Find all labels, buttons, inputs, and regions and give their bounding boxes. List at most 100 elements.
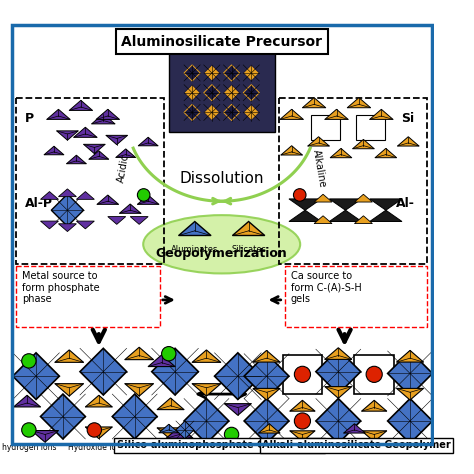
- Circle shape: [22, 354, 36, 368]
- Polygon shape: [73, 127, 97, 137]
- Circle shape: [87, 423, 101, 437]
- Bar: [16, 98, 164, 264]
- Bar: [311, 115, 340, 140]
- Polygon shape: [362, 400, 387, 411]
- Polygon shape: [40, 191, 58, 200]
- Text: Metal source to
form phosphate
phase: Metal source to form phosphate phase: [22, 271, 100, 304]
- Polygon shape: [375, 148, 397, 158]
- Polygon shape: [388, 399, 432, 443]
- Polygon shape: [243, 104, 259, 120]
- Polygon shape: [152, 348, 199, 395]
- Polygon shape: [13, 353, 59, 400]
- Polygon shape: [130, 217, 148, 224]
- Polygon shape: [85, 395, 112, 407]
- Text: Al-: Al-: [396, 197, 415, 210]
- Polygon shape: [204, 65, 220, 81]
- Circle shape: [366, 366, 382, 383]
- Polygon shape: [325, 109, 348, 119]
- Polygon shape: [148, 355, 175, 366]
- Text: P: P: [25, 111, 35, 125]
- Circle shape: [294, 366, 310, 383]
- Text: Dissolution: Dissolution: [180, 171, 264, 186]
- Polygon shape: [224, 104, 240, 120]
- Polygon shape: [116, 149, 136, 157]
- Polygon shape: [40, 221, 58, 229]
- Polygon shape: [58, 189, 76, 197]
- Polygon shape: [89, 151, 109, 159]
- Polygon shape: [51, 194, 83, 227]
- Circle shape: [294, 413, 310, 429]
- Polygon shape: [32, 430, 58, 442]
- Polygon shape: [244, 354, 289, 399]
- Bar: [279, 98, 427, 264]
- Polygon shape: [108, 217, 126, 224]
- Polygon shape: [370, 109, 393, 119]
- Polygon shape: [281, 146, 302, 155]
- Polygon shape: [47, 109, 70, 119]
- Polygon shape: [243, 65, 259, 81]
- Polygon shape: [302, 98, 326, 108]
- Polygon shape: [159, 424, 179, 433]
- Polygon shape: [80, 348, 127, 395]
- Polygon shape: [397, 350, 423, 362]
- Polygon shape: [57, 131, 78, 140]
- Text: Hydroxide ion: Hydroxide ion: [68, 443, 121, 452]
- Polygon shape: [66, 155, 86, 164]
- Polygon shape: [344, 424, 365, 433]
- Text: Al species: Al species: [158, 443, 196, 452]
- Polygon shape: [192, 383, 221, 396]
- Circle shape: [162, 346, 176, 361]
- Polygon shape: [184, 104, 200, 120]
- Bar: [16, 266, 160, 327]
- Polygon shape: [44, 146, 64, 155]
- Polygon shape: [355, 194, 373, 202]
- Polygon shape: [179, 221, 211, 236]
- Polygon shape: [14, 395, 40, 407]
- Polygon shape: [138, 137, 158, 146]
- Polygon shape: [397, 388, 423, 400]
- Polygon shape: [244, 399, 289, 443]
- Polygon shape: [398, 137, 419, 146]
- Text: hydrogen ions: hydrogen ions: [1, 443, 56, 452]
- Polygon shape: [58, 224, 76, 231]
- Polygon shape: [184, 65, 200, 81]
- Polygon shape: [258, 424, 280, 433]
- Polygon shape: [253, 350, 280, 362]
- Polygon shape: [215, 353, 261, 400]
- Polygon shape: [280, 109, 303, 119]
- Polygon shape: [329, 199, 362, 210]
- Polygon shape: [125, 383, 154, 396]
- Polygon shape: [69, 100, 92, 110]
- Polygon shape: [316, 399, 361, 443]
- Polygon shape: [347, 98, 371, 108]
- Polygon shape: [106, 136, 128, 145]
- Bar: [285, 266, 427, 327]
- Polygon shape: [40, 394, 85, 439]
- Bar: [355, 355, 394, 394]
- Text: Silico-aluminophosphate Geopolymer: Silico-aluminophosphate Geopolymer: [117, 440, 323, 450]
- Text: Al-P: Al-P: [25, 197, 53, 210]
- Polygon shape: [289, 210, 321, 221]
- Polygon shape: [325, 348, 352, 359]
- Polygon shape: [353, 139, 374, 149]
- Polygon shape: [253, 388, 280, 400]
- Polygon shape: [224, 85, 240, 101]
- Polygon shape: [290, 431, 315, 442]
- Polygon shape: [137, 195, 159, 204]
- Text: Ca source to
form C-(A)-S-H
gels: Ca source to form C-(A)-S-H gels: [291, 271, 362, 304]
- Polygon shape: [388, 351, 432, 396]
- Circle shape: [293, 189, 306, 201]
- Polygon shape: [330, 148, 352, 158]
- Polygon shape: [204, 85, 220, 101]
- Circle shape: [224, 427, 239, 442]
- Polygon shape: [83, 144, 105, 154]
- Text: Si: Si: [401, 111, 415, 125]
- Polygon shape: [166, 427, 193, 438]
- Polygon shape: [97, 195, 118, 204]
- Text: Aluminates: Aluminates: [171, 245, 219, 254]
- Text: Alkali-aluminosilicate Geopolymer: Alkali-aluminosilicate Geopolymer: [262, 440, 451, 450]
- Polygon shape: [316, 349, 361, 394]
- Polygon shape: [184, 85, 200, 101]
- Text: P species: P species: [337, 443, 372, 452]
- Bar: [169, 53, 274, 132]
